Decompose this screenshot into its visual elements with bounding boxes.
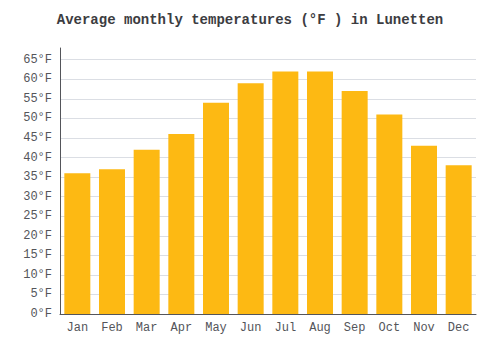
svg-text:5°F: 5°F xyxy=(30,287,52,301)
svg-text:65°F: 65°F xyxy=(23,53,52,67)
svg-text:45°F: 45°F xyxy=(23,131,52,145)
svg-text:0°F: 0°F xyxy=(30,307,52,321)
svg-text:50°F: 50°F xyxy=(23,111,52,125)
svg-text:15°F: 15°F xyxy=(23,248,52,262)
svg-text:Average monthly temperatures (: Average monthly temperatures (°F ) in Lu… xyxy=(57,12,443,28)
svg-text:55°F: 55°F xyxy=(23,92,52,106)
svg-text:40°F: 40°F xyxy=(23,151,52,165)
svg-text:60°F: 60°F xyxy=(23,72,52,86)
svg-text:20°F: 20°F xyxy=(23,229,52,243)
svg-text:Apr: Apr xyxy=(171,321,193,335)
svg-text:Dec: Dec xyxy=(448,321,470,335)
svg-text:Jul: Jul xyxy=(275,321,297,335)
svg-text:25°F: 25°F xyxy=(23,209,52,223)
svg-text:30°F: 30°F xyxy=(23,190,52,204)
svg-text:Oct: Oct xyxy=(379,321,401,335)
svg-text:10°F: 10°F xyxy=(23,268,52,282)
svg-text:Sep: Sep xyxy=(344,321,366,335)
svg-text:Jun: Jun xyxy=(240,321,262,335)
svg-text:May: May xyxy=(205,321,227,335)
svg-text:Mar: Mar xyxy=(136,321,158,335)
svg-text:Feb: Feb xyxy=(101,321,123,335)
svg-text:Jan: Jan xyxy=(67,321,89,335)
svg-text:Aug: Aug xyxy=(309,321,331,335)
svg-text:Nov: Nov xyxy=(413,321,435,335)
svg-text:35°F: 35°F xyxy=(23,170,52,184)
